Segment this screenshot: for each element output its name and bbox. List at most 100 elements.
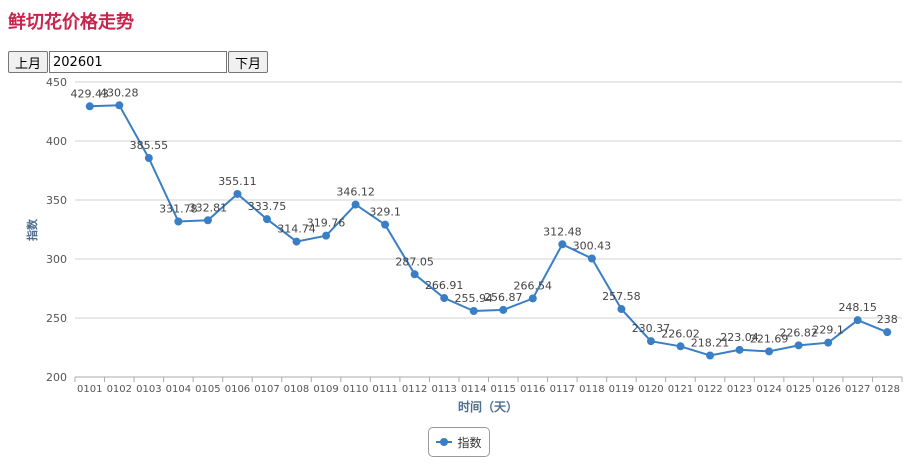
y-axis-label: 指数 (25, 218, 39, 241)
data-point[interactable] (322, 231, 331, 240)
data-point[interactable] (440, 294, 449, 303)
data-label: 319.76 (307, 217, 346, 230)
month-input[interactable] (49, 51, 228, 73)
y-tick-label: 350 (46, 194, 67, 207)
data-point[interactable] (617, 305, 626, 314)
x-tick-label: 0111 (372, 384, 397, 395)
y-tick-label: 300 (46, 253, 67, 266)
data-label: 300.43 (573, 239, 612, 252)
x-tick-label: 0120 (638, 384, 663, 395)
data-label: 314.74 (277, 223, 316, 236)
month-navigation: 上月 下月 (8, 51, 269, 73)
data-label: 221.69 (750, 332, 789, 345)
x-tick-label: 0102 (107, 384, 132, 395)
x-tick-label: 0114 (461, 384, 486, 395)
x-tick-label: 0101 (77, 384, 102, 395)
data-point[interactable] (646, 337, 655, 346)
data-label: 238 (877, 313, 898, 326)
y-axis-ticks: 200 250 300 350 400 450 (46, 76, 67, 384)
x-tick-label: 0126 (815, 384, 840, 395)
data-point[interactable] (794, 341, 803, 350)
data-point[interactable] (735, 345, 744, 354)
data-point[interactable] (853, 316, 862, 325)
data-point[interactable] (233, 189, 242, 198)
data-label: 331.78 (159, 202, 198, 215)
data-label: 287.05 (395, 255, 434, 268)
y-tick-label: 250 (46, 312, 67, 325)
data-label: 257.58 (602, 290, 641, 303)
data-label: 385.55 (130, 139, 169, 152)
data-label: 255.94 (454, 292, 493, 305)
data-label: 346.12 (336, 186, 375, 199)
x-tick-label: 0109 (313, 384, 338, 395)
data-label: 332.81 (189, 201, 228, 214)
legend-marker-icon (436, 437, 453, 447)
x-tick-label: 0103 (136, 384, 161, 395)
data-label: 312.48 (543, 225, 582, 238)
x-tick-label: 0106 (225, 384, 250, 395)
x-tick-label: 0105 (195, 384, 220, 395)
x-tick-label: 0118 (579, 384, 604, 395)
data-label: 226.02 (661, 327, 700, 340)
data-point[interactable] (499, 305, 508, 314)
y-tick-label: 450 (46, 76, 67, 89)
x-tick-label: 0107 (254, 384, 279, 395)
x-tick-label: 0125 (786, 384, 811, 395)
x-tick-label: 0127 (845, 384, 870, 395)
prev-month-button[interactable]: 上月 (8, 51, 49, 73)
data-label: 329.1 (369, 206, 401, 219)
data-point[interactable] (203, 216, 212, 225)
data-point[interactable] (558, 240, 567, 249)
x-tick-label: 0121 (668, 384, 693, 395)
data-point[interactable] (676, 342, 685, 351)
series-line (89, 104, 888, 357)
data-label: 226.82 (779, 326, 818, 339)
data-point[interactable] (381, 220, 390, 229)
x-tick-label: 0108 (284, 384, 309, 395)
x-tick-label: 0110 (343, 384, 368, 395)
x-tick-label: 0123 (727, 384, 752, 395)
data-point[interactable] (85, 102, 94, 111)
data-point[interactable] (528, 294, 537, 303)
data-point[interactable] (262, 215, 271, 224)
data-point[interactable] (292, 237, 301, 246)
data-point[interactable] (765, 347, 774, 356)
data-point[interactable] (824, 338, 833, 347)
page-title: 鲜切花价格走势 (8, 12, 134, 33)
data-label: 333.75 (248, 200, 287, 213)
x-tick-label: 0119 (609, 384, 634, 395)
x-tick-label: 0104 (166, 384, 191, 395)
data-point[interactable] (351, 200, 360, 209)
data-points (85, 101, 892, 360)
data-label: 223.04 (720, 331, 759, 344)
data-label: 229.1 (812, 324, 844, 337)
data-point[interactable] (115, 101, 124, 110)
x-tick-label: 0117 (550, 384, 575, 395)
data-label: 266.54 (514, 279, 553, 292)
data-point[interactable] (174, 217, 183, 226)
data-point[interactable] (587, 254, 596, 263)
x-tick-label: 0115 (491, 384, 516, 395)
x-axis-ticks: 0101 0102 0103 0104 0105 0106 0107 0108 0109 0110… (74, 376, 903, 395)
data-point[interactable] (144, 154, 153, 163)
x-tick-label: 0113 (431, 384, 456, 395)
data-point[interactable] (469, 306, 478, 315)
legend-label: 指数 (457, 435, 482, 450)
x-axis-label: 时间（天） (458, 399, 518, 414)
data-label: 248.15 (838, 301, 877, 314)
x-tick-label: 0124 (756, 384, 781, 395)
data-point[interactable] (410, 270, 419, 279)
data-point[interactable] (883, 328, 892, 337)
data-label: 355.11 (218, 175, 257, 188)
data-label: 230.37 (632, 322, 671, 335)
x-tick-label: 0116 (520, 384, 545, 395)
y-tick-label: 400 (46, 135, 67, 148)
data-label: 256.87 (484, 291, 523, 304)
chart-legend[interactable]: 指数 (428, 427, 490, 457)
next-month-button[interactable]: 下月 (228, 51, 269, 73)
data-label: 266.91 (425, 279, 464, 292)
x-tick-label: 0112 (402, 384, 427, 395)
data-point[interactable] (706, 351, 715, 360)
